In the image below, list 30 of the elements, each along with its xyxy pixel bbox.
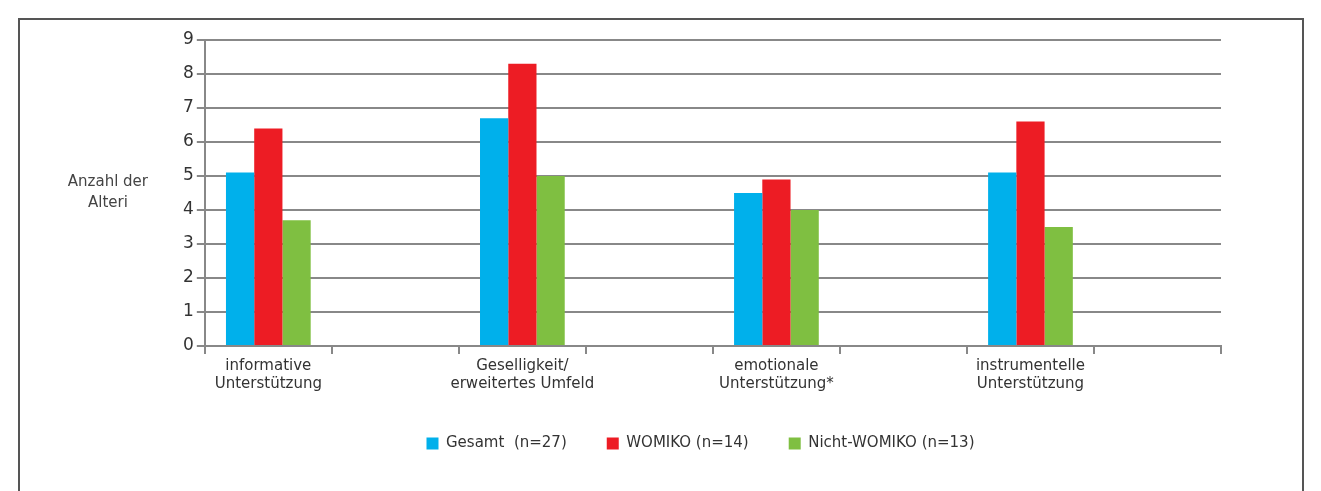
- bar: [480, 118, 509, 345]
- y-tick-label: 8: [182, 62, 194, 83]
- y-tick-label: 4: [182, 198, 194, 219]
- y-tick-label: 0: [182, 334, 194, 355]
- y-tick-label: 2: [182, 266, 194, 287]
- bar: [1044, 227, 1073, 345]
- y-tick-label: 3: [182, 232, 194, 253]
- bar: [254, 128, 283, 345]
- bar: [790, 210, 819, 345]
- legend-label: WOMIKO (n=14): [626, 433, 749, 452]
- y-tick-label: 6: [182, 130, 194, 151]
- y-axis-title: Anzahl der Alteri: [67, 171, 149, 211]
- legend-label: Gesamt (n=27): [446, 433, 567, 452]
- x-tick-label: informative Unterstützung: [214, 355, 322, 392]
- bar: [762, 179, 791, 345]
- bar: [282, 220, 311, 345]
- bar: [508, 63, 537, 345]
- y-tick-label: 9: [182, 28, 194, 49]
- bar: [734, 193, 763, 345]
- x-tick-label: emotionale Unterstützung*: [719, 355, 835, 392]
- y-tick-label: 5: [182, 164, 194, 185]
- bar: [988, 172, 1017, 345]
- legend-label: Nicht-WOMIKO (n=13): [808, 433, 975, 452]
- x-tick-label: instrumentelle Unterstützung: [975, 355, 1085, 392]
- y-tick-label: 7: [182, 96, 194, 117]
- x-tick-label: Geselligkeit/ erweitertes Umfeld: [450, 355, 595, 392]
- bar: [225, 172, 255, 345]
- bar: [1016, 121, 1045, 345]
- bar: [536, 176, 565, 345]
- y-tick-label: 1: [182, 300, 194, 321]
